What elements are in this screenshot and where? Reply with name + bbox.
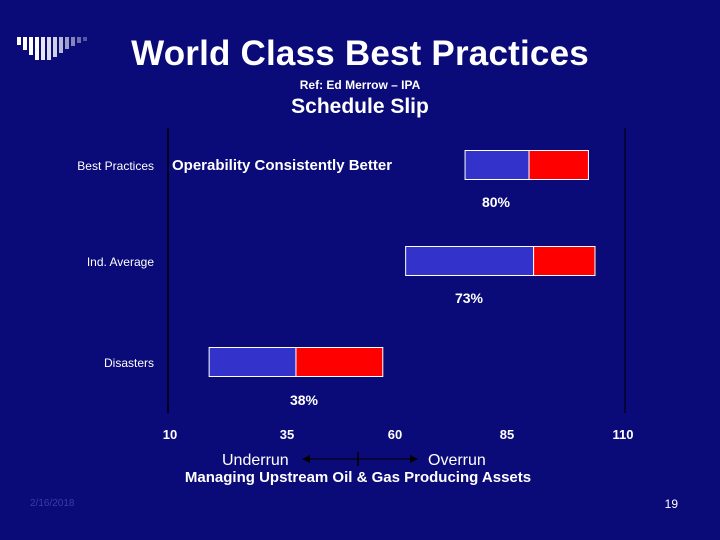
x-tick-label: 110 xyxy=(613,427,634,442)
data-label: 80% xyxy=(482,194,511,210)
slide-title: World Class Best Practices xyxy=(131,34,589,73)
left-arrowhead xyxy=(302,455,310,463)
overrun-bar xyxy=(528,150,589,180)
slide-reference: Ref: Ed Merrow – IPA xyxy=(299,78,421,92)
data-label: 73% xyxy=(455,290,484,306)
chart-title: Schedule Slip xyxy=(291,95,429,118)
annotation-note: Operability Consistently Better xyxy=(172,157,392,174)
category-label: Ind. Average xyxy=(87,255,154,269)
right-arrowhead xyxy=(410,455,418,463)
x-tick-label: 10 xyxy=(163,427,177,442)
underrun-bar xyxy=(464,150,530,180)
overrun-label: Overrun xyxy=(428,452,486,469)
slide-page-number: 19 xyxy=(664,497,678,511)
underrun-bar xyxy=(208,347,297,377)
x-axis-label: Managing Upstream Oil & Gas Producing As… xyxy=(185,469,531,486)
underrun-label: Underrun xyxy=(222,452,289,469)
data-label: 38% xyxy=(290,392,319,408)
category-label: Disasters xyxy=(104,356,154,370)
x-tick-label: 85 xyxy=(500,427,514,442)
underrun-bar xyxy=(405,246,535,276)
overrun-bar xyxy=(295,347,384,377)
corner-decoration xyxy=(17,37,87,60)
slide-date: 2/16/2018 xyxy=(30,498,75,509)
x-tick-label: 60 xyxy=(388,427,402,442)
category-label: Best Practices xyxy=(77,159,154,173)
x-tick-label: 35 xyxy=(280,427,294,442)
overrun-bar xyxy=(533,246,596,276)
